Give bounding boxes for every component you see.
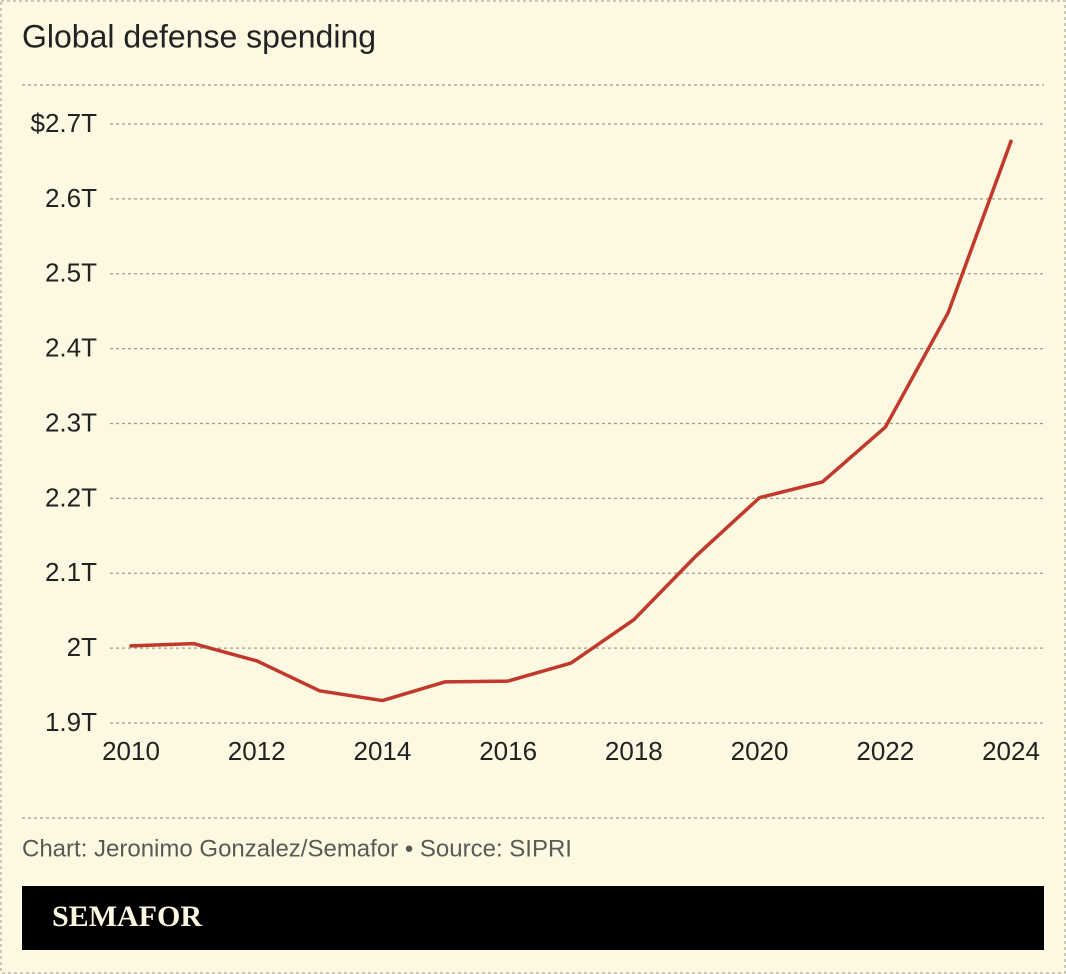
y-tick-label: $2.7T [31, 108, 98, 138]
y-tick-label: 2.2T [45, 482, 97, 512]
y-tick-label: 2T [67, 632, 97, 662]
x-tick-label: 2014 [354, 736, 412, 766]
y-tick-label: 1.9T [45, 707, 97, 737]
y-tick-label: 2.3T [45, 407, 97, 437]
x-tick-label: 2018 [605, 736, 663, 766]
x-tick-label: 2020 [731, 736, 789, 766]
brand-bar [22, 886, 1044, 950]
y-tick-label: 2.1T [45, 557, 97, 587]
x-tick-label: 2024 [982, 736, 1040, 766]
y-tick-label: 2.6T [45, 183, 97, 213]
chart-title: Global defense spending [22, 18, 376, 54]
x-tick-label: 2022 [856, 736, 914, 766]
x-tick-label: 2012 [228, 736, 286, 766]
y-tick-label: 2.4T [45, 333, 97, 363]
x-tick-label: 2010 [102, 736, 160, 766]
x-tick-label: 2016 [479, 736, 537, 766]
source-note: Chart: Jeronimo Gonzalez/Semafor • Sourc… [22, 835, 572, 862]
y-tick-label: 2.5T [45, 258, 97, 288]
data-line [129, 139, 1013, 703]
brand-logo: SEMAFOR [52, 900, 202, 933]
